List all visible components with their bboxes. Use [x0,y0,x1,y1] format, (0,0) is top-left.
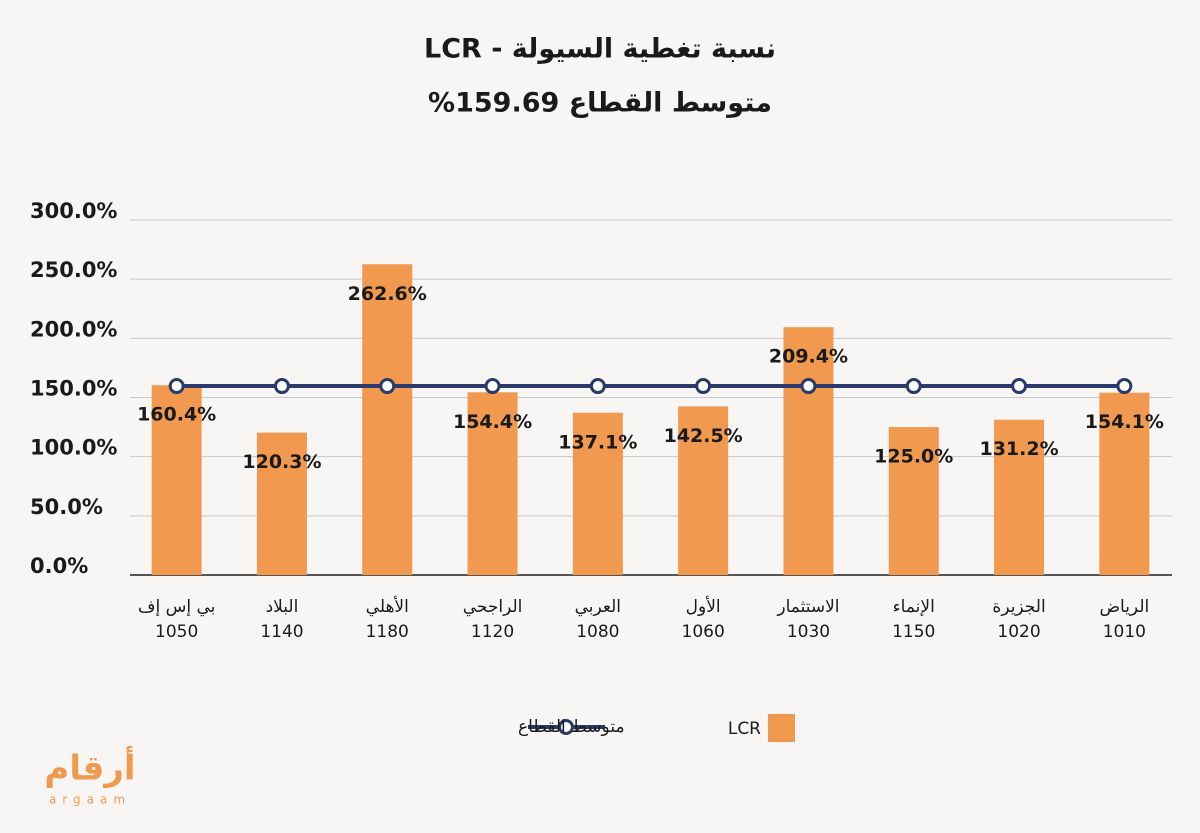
value-label: 154.4% [453,411,532,433]
bar [256,432,307,575]
x-tick-label: الراجحي [463,597,523,617]
value-label: 160.4% [137,404,216,426]
line-marker [800,378,817,395]
legend-label: LCR [728,719,761,739]
value-label: 142.5% [664,425,743,447]
y-tick-label: 200.0% [30,317,117,341]
line-marker [484,378,501,395]
x-tick-code: 1050 [155,622,198,642]
x-tick-label: الجزيرة [992,597,1045,617]
value-label: 154.1% [1085,411,1164,433]
x-tick-label: بي إس إف [138,597,216,617]
x-tick-code: 1020 [997,622,1040,642]
line-marker [273,378,290,395]
line-marker [695,378,712,395]
x-tick-code: 1010 [1103,622,1146,642]
bar [888,427,939,575]
x-tick-code: 1120 [471,622,514,642]
x-tick-code: 1080 [576,622,619,642]
logo: أرقام [44,746,135,789]
value-label: 137.1% [558,431,637,453]
value-label: 262.6% [348,283,427,305]
y-tick-label: 0.0% [30,554,88,578]
y-tick-label: 250.0% [30,258,117,282]
y-tick-label: 100.0% [30,436,117,460]
value-label: 131.2% [979,438,1058,460]
bar [678,406,729,575]
value-label: 125.0% [874,446,953,468]
x-tick-label: البلاد [266,597,299,617]
logo-latin: argaam [49,793,131,807]
chart-title: نسبة تغطية السيولة - LCR [424,34,776,65]
x-tick-label: الإنماء [893,597,935,617]
legend-marker [558,719,574,735]
x-tick-label: الأهلي [366,596,409,617]
x-tick-label: الاستثمار [776,597,839,617]
line-marker [379,378,396,395]
y-tick-label: 300.0% [30,199,117,223]
bar [467,392,518,575]
legend-label: متوسط القطاع [518,717,625,737]
x-tick-code: 1060 [682,622,725,642]
x-tick-code: 1180 [366,622,409,642]
x-tick-code: 1150 [892,622,935,642]
legend-swatch [768,714,795,742]
x-tick-code: 1140 [260,622,303,642]
x-tick-label: الرياض [1099,597,1149,617]
bar [362,264,413,575]
line-marker [168,378,185,395]
bar [1099,392,1150,575]
line-marker [589,378,606,395]
chart-subtitle: متوسط القطاع 159.69% [428,88,772,119]
x-tick-label: الأول [686,596,721,617]
y-tick-label: 150.0% [30,377,117,401]
x-tick-label: العربي [575,597,621,617]
x-tick-code: 1030 [787,622,830,642]
line-marker [1011,378,1028,395]
value-label: 209.4% [769,346,848,368]
bar [151,385,202,575]
bar [572,412,623,575]
line-marker [905,378,922,395]
line-marker [1116,378,1133,395]
bar [994,419,1045,575]
y-tick-label: 50.0% [30,495,103,519]
value-label: 120.3% [242,451,321,473]
bar [783,327,834,575]
